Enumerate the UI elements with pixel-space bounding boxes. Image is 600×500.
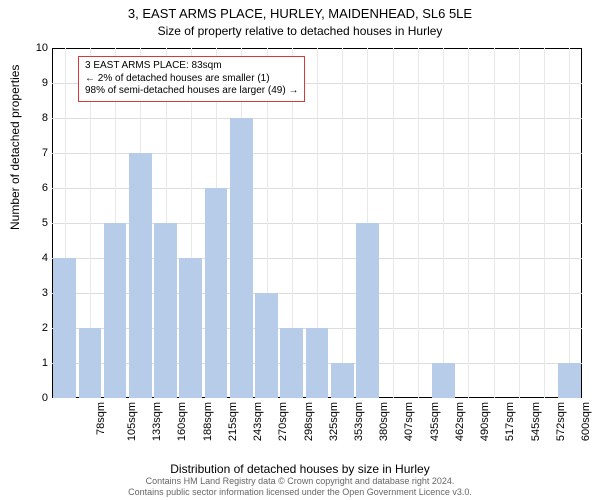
bar xyxy=(356,223,379,398)
gridline-v xyxy=(342,48,343,398)
x-tick-label: 353sqm xyxy=(353,402,365,441)
x-tick-label: 160sqm xyxy=(176,402,188,441)
x-tick-label: 105sqm xyxy=(126,402,138,441)
x-tick-label: 243sqm xyxy=(252,402,264,441)
x-tick-label: 380sqm xyxy=(378,402,390,441)
bar xyxy=(255,293,278,398)
gridline-v xyxy=(443,48,444,398)
bar xyxy=(129,153,152,398)
bar xyxy=(154,223,177,398)
gridline-v xyxy=(418,48,419,398)
y-tick-label: 3 xyxy=(42,287,48,299)
x-tick-label: 188sqm xyxy=(202,402,214,441)
y-tick-label: 8 xyxy=(42,112,48,124)
annotation-box: 3 EAST ARMS PLACE: 83sqm ← 2% of detache… xyxy=(78,56,305,102)
gridline-v xyxy=(494,48,495,398)
y-tick-label: 1 xyxy=(42,357,48,369)
bar xyxy=(558,363,581,398)
bar xyxy=(230,118,253,398)
bar xyxy=(280,328,303,398)
gridline-v xyxy=(519,48,520,398)
x-tick-label: 490sqm xyxy=(479,402,491,441)
y-tick-label: 6 xyxy=(42,182,48,194)
bar xyxy=(205,188,228,398)
y-tick-label: 9 xyxy=(42,77,48,89)
footnote-line2: Contains public sector information licen… xyxy=(128,487,472,497)
bar xyxy=(104,223,127,398)
x-tick-label: 270sqm xyxy=(277,402,289,441)
annotation-line2: ← 2% of detached houses are smaller (1) xyxy=(85,73,298,86)
bar xyxy=(79,328,102,398)
chart-title-main: 3, EAST ARMS PLACE, HURLEY, MAIDENHEAD, … xyxy=(0,6,600,21)
x-tick-label: 133sqm xyxy=(151,402,163,441)
y-tick-label: 7 xyxy=(42,147,48,159)
x-tick-label: 572sqm xyxy=(555,402,567,441)
x-tick-label: 517sqm xyxy=(505,402,517,441)
gridline-v xyxy=(569,48,570,398)
gridline-v xyxy=(544,48,545,398)
y-tick-label: 5 xyxy=(42,217,48,229)
x-tick-label: 325sqm xyxy=(328,402,340,441)
y-tick-label: 2 xyxy=(42,322,48,334)
x-tick-label: 78sqm xyxy=(95,402,107,435)
bar xyxy=(179,258,202,398)
bar xyxy=(53,258,76,398)
x-tick-label: 215sqm xyxy=(227,402,239,441)
annotation-line1: 3 EAST ARMS PLACE: 83sqm xyxy=(85,60,298,73)
x-tick-label: 600sqm xyxy=(580,402,592,441)
footnote: Contains HM Land Registry data © Crown c… xyxy=(0,476,600,498)
x-tick-label: 435sqm xyxy=(429,402,441,441)
bar xyxy=(306,328,329,398)
x-tick-label: 545sqm xyxy=(530,402,542,441)
x-tick-label: 462sqm xyxy=(454,402,466,441)
bar xyxy=(432,363,455,398)
chart-title-sub: Size of property relative to detached ho… xyxy=(0,24,600,38)
gridline-v xyxy=(393,48,394,398)
y-tick-label: 10 xyxy=(36,42,48,54)
annotation-line3: 98% of semi-detached houses are larger (… xyxy=(85,85,298,98)
y-tick-label: 0 xyxy=(42,392,48,404)
y-axis-label: Number of detached properties xyxy=(8,65,22,230)
bar xyxy=(331,363,354,398)
plot-area: 012345678910 78sqm105sqm133sqm160sqm188s… xyxy=(52,48,582,398)
gridline-v xyxy=(468,48,469,398)
footnote-line1: Contains HM Land Registry data © Crown c… xyxy=(146,476,455,486)
x-tick-label: 298sqm xyxy=(303,402,315,441)
chart-container: 3, EAST ARMS PLACE, HURLEY, MAIDENHEAD, … xyxy=(0,0,600,500)
x-axis-label: Distribution of detached houses by size … xyxy=(0,462,600,476)
x-tick-label: 407sqm xyxy=(404,402,416,441)
y-tick-label: 4 xyxy=(42,252,48,264)
